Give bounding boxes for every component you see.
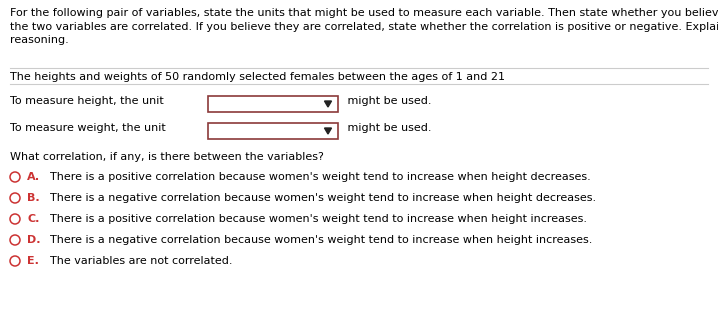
Text: The heights and weights of 50 randomly selected females between the ages of 1 an: The heights and weights of 50 randomly s… <box>10 72 505 82</box>
Text: A.: A. <box>27 172 40 182</box>
Text: What correlation, if any, is there between the variables?: What correlation, if any, is there betwe… <box>10 152 324 162</box>
Text: To measure height, the unit: To measure height, the unit <box>10 96 164 106</box>
Text: For the following pair of variables, state the units that might be used to measu: For the following pair of variables, sta… <box>10 8 718 45</box>
Text: There is a negative correlation because women's weight tend to increase when hei: There is a negative correlation because … <box>50 193 596 203</box>
Text: B.: B. <box>27 193 39 203</box>
Text: There is a negative correlation because women's weight tend to increase when hei: There is a negative correlation because … <box>50 235 592 245</box>
Text: C.: C. <box>27 214 39 224</box>
Polygon shape <box>325 101 332 107</box>
FancyBboxPatch shape <box>208 123 338 139</box>
FancyBboxPatch shape <box>208 96 338 112</box>
Text: The variables are not correlated.: The variables are not correlated. <box>50 256 233 266</box>
Polygon shape <box>325 128 332 134</box>
Text: might be used.: might be used. <box>344 123 432 133</box>
Text: To measure weight, the unit: To measure weight, the unit <box>10 123 166 133</box>
Text: might be used.: might be used. <box>344 96 432 106</box>
Text: D.: D. <box>27 235 40 245</box>
Text: E.: E. <box>27 256 39 266</box>
Text: There is a positive correlation because women's weight tend to increase when hei: There is a positive correlation because … <box>50 172 591 182</box>
Text: There is a positive correlation because women's weight tend to increase when hei: There is a positive correlation because … <box>50 214 587 224</box>
